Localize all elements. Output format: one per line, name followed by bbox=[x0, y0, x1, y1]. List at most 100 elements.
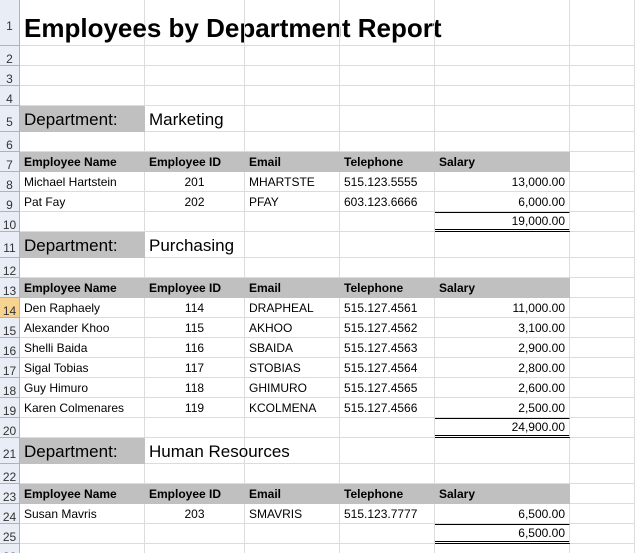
cell bbox=[245, 0, 340, 46]
cell bbox=[570, 484, 635, 504]
data-cell: 117 bbox=[145, 358, 245, 378]
cell bbox=[340, 0, 435, 46]
total-cell: 24,900.00 bbox=[435, 418, 570, 438]
cell bbox=[435, 438, 570, 464]
row-header: 22 bbox=[0, 464, 20, 484]
cell bbox=[245, 258, 340, 278]
row-header: 19 bbox=[0, 398, 20, 418]
data-cell: SBAIDA bbox=[245, 338, 340, 358]
cell bbox=[20, 544, 145, 553]
cell bbox=[245, 464, 340, 484]
data-cell: Karen Colmenares bbox=[20, 398, 145, 418]
cell bbox=[340, 212, 435, 232]
cell bbox=[20, 46, 145, 66]
row-header: 3 bbox=[0, 66, 20, 86]
cell bbox=[340, 232, 435, 258]
department-label: Department: bbox=[20, 438, 145, 464]
data-cell: Michael Hartstein bbox=[20, 172, 145, 192]
data-cell: 201 bbox=[145, 172, 245, 192]
cell bbox=[145, 0, 245, 46]
row-header: 23 bbox=[0, 484, 20, 504]
cell bbox=[340, 418, 435, 438]
cell bbox=[245, 86, 340, 106]
cell bbox=[435, 258, 570, 278]
cell bbox=[20, 66, 145, 86]
data-cell: PFAY bbox=[245, 192, 340, 212]
cell bbox=[340, 66, 435, 86]
row-header: 8 bbox=[0, 172, 20, 192]
column-header: Salary bbox=[435, 152, 570, 172]
cell bbox=[570, 86, 635, 106]
data-cell: SMAVRIS bbox=[245, 504, 340, 524]
cell bbox=[145, 464, 245, 484]
cell bbox=[245, 524, 340, 544]
cell bbox=[245, 46, 340, 66]
data-cell: Den Raphaely bbox=[20, 298, 145, 318]
department-label: Department: bbox=[20, 106, 145, 132]
cell bbox=[340, 464, 435, 484]
row-header: 6 bbox=[0, 132, 20, 152]
row-header: 9 bbox=[0, 192, 20, 212]
data-cell: 119 bbox=[145, 398, 245, 418]
cell bbox=[570, 338, 635, 358]
report-title: Employees by Department Report bbox=[20, 0, 442, 46]
data-cell: Alexander Khoo bbox=[20, 318, 145, 338]
column-header: Employee Name bbox=[20, 152, 145, 172]
data-cell: Guy Himuro bbox=[20, 378, 145, 398]
row-header: 26 bbox=[0, 544, 20, 553]
column-header: Telephone bbox=[340, 484, 435, 504]
data-cell: 515.127.4565 bbox=[340, 378, 435, 398]
column-header: Salary bbox=[435, 484, 570, 504]
row-header: 15 bbox=[0, 318, 20, 338]
department-name: Human Resources bbox=[145, 438, 290, 464]
cell bbox=[20, 524, 145, 544]
column-header: Employee ID bbox=[145, 278, 245, 298]
cell bbox=[340, 86, 435, 106]
cell bbox=[20, 418, 145, 438]
cell bbox=[570, 418, 635, 438]
row-header: 14 bbox=[0, 298, 20, 318]
cell bbox=[570, 398, 635, 418]
data-cell: 11,000.00 bbox=[435, 298, 570, 318]
data-cell: 2,600.00 bbox=[435, 378, 570, 398]
cell bbox=[245, 132, 340, 152]
cell bbox=[570, 544, 635, 553]
cell bbox=[20, 86, 145, 106]
data-cell: Shelli Baida bbox=[20, 338, 145, 358]
cell bbox=[145, 66, 245, 86]
data-cell: Sigal Tobias bbox=[20, 358, 145, 378]
data-cell: 3,100.00 bbox=[435, 318, 570, 338]
column-header: Employee Name bbox=[20, 484, 145, 504]
column-header: Employee Name bbox=[20, 278, 145, 298]
cell bbox=[245, 544, 340, 553]
data-cell: 515.123.5555 bbox=[340, 172, 435, 192]
cell bbox=[570, 524, 635, 544]
column-header: Telephone bbox=[340, 278, 435, 298]
row-header: 2 bbox=[0, 46, 20, 66]
data-cell: 515.127.4563 bbox=[340, 338, 435, 358]
data-cell: MHARTSTE bbox=[245, 172, 340, 192]
data-cell: 115 bbox=[145, 318, 245, 338]
row-header: 25 bbox=[0, 524, 20, 544]
cell bbox=[570, 0, 635, 46]
cell bbox=[340, 258, 435, 278]
data-cell: 515.127.4564 bbox=[340, 358, 435, 378]
data-cell: 2,900.00 bbox=[435, 338, 570, 358]
column-header: Employee ID bbox=[145, 484, 245, 504]
row-header: 4 bbox=[0, 86, 20, 106]
row-header: 1 bbox=[0, 0, 20, 46]
cell bbox=[245, 212, 340, 232]
cell bbox=[435, 66, 570, 86]
column-header: Salary bbox=[435, 278, 570, 298]
row-header: 7 bbox=[0, 152, 20, 172]
cell bbox=[340, 544, 435, 553]
data-cell: 515.127.4561 bbox=[340, 298, 435, 318]
cell bbox=[570, 278, 635, 298]
cell bbox=[435, 132, 570, 152]
cell bbox=[570, 378, 635, 398]
cell bbox=[145, 212, 245, 232]
cell bbox=[245, 418, 340, 438]
data-cell: 515.127.4562 bbox=[340, 318, 435, 338]
cell bbox=[145, 86, 245, 106]
